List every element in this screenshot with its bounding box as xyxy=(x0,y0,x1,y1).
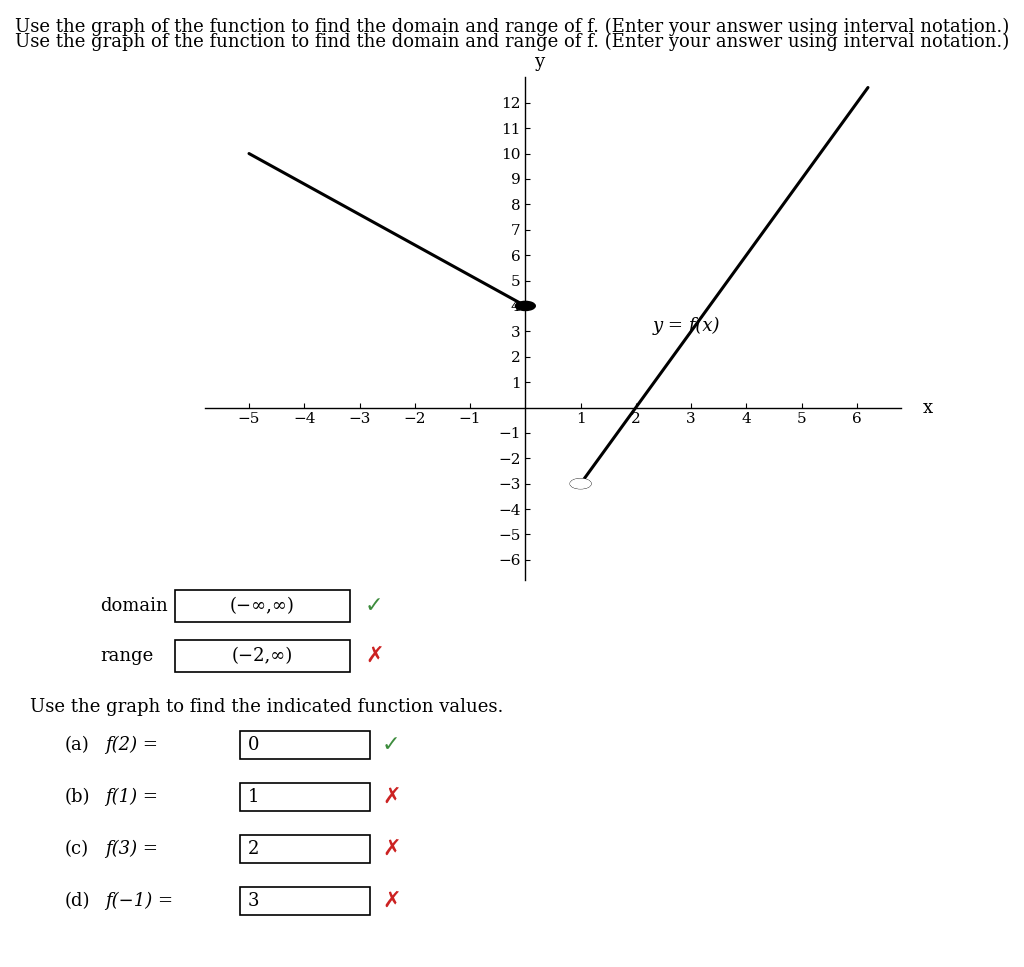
FancyBboxPatch shape xyxy=(240,887,370,915)
Text: f(−1) =: f(−1) = xyxy=(105,892,179,910)
Text: 0: 0 xyxy=(248,736,259,754)
Text: 3: 3 xyxy=(248,892,259,910)
Text: ✓: ✓ xyxy=(382,735,400,755)
Text: f(1) =: f(1) = xyxy=(105,788,164,806)
Text: (b): (b) xyxy=(65,788,90,806)
Text: f(3) =: f(3) = xyxy=(105,840,164,858)
Text: Use the graph to find the indicated function values.: Use the graph to find the indicated func… xyxy=(30,698,504,716)
Text: ✗: ✗ xyxy=(382,787,400,807)
Text: x: x xyxy=(924,398,933,417)
Text: y = f(x): y = f(x) xyxy=(652,317,720,336)
Circle shape xyxy=(570,479,591,488)
FancyBboxPatch shape xyxy=(175,590,350,622)
Text: (−2,∞): (−2,∞) xyxy=(231,647,293,665)
FancyBboxPatch shape xyxy=(240,783,370,811)
Text: (c): (c) xyxy=(65,840,89,858)
Text: ✗: ✗ xyxy=(382,891,400,911)
FancyBboxPatch shape xyxy=(175,640,350,672)
Circle shape xyxy=(515,302,536,310)
Text: y: y xyxy=(535,53,544,71)
Text: (d): (d) xyxy=(65,892,90,910)
Text: 1: 1 xyxy=(248,788,259,806)
Text: Use the graph of the function to find the domain and range of ​f. (Enter your an: Use the graph of the function to find th… xyxy=(15,33,1009,51)
Text: ✗: ✗ xyxy=(382,839,400,859)
Text: f(2) =: f(2) = xyxy=(105,736,164,754)
Text: (−∞,∞): (−∞,∞) xyxy=(229,597,295,615)
Text: ✗: ✗ xyxy=(365,646,384,666)
FancyBboxPatch shape xyxy=(240,731,370,759)
FancyBboxPatch shape xyxy=(240,835,370,863)
Text: range: range xyxy=(100,647,154,665)
Text: (a): (a) xyxy=(65,736,90,754)
Text: 2: 2 xyxy=(248,840,259,858)
Text: domain: domain xyxy=(100,597,168,615)
Text: ✓: ✓ xyxy=(365,596,384,616)
Text: Use the graph of the function to find the domain and range of ​f. (Enter your an: Use the graph of the function to find th… xyxy=(15,18,1009,36)
